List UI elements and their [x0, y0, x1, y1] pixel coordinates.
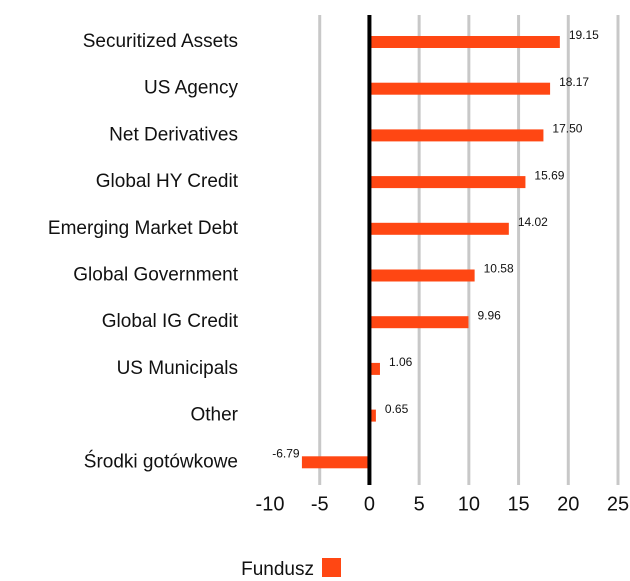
value-label: 14.02: [518, 215, 548, 229]
bar: [301, 456, 370, 469]
legend-label: Fundusz: [241, 559, 314, 580]
category-label: US Municipals: [117, 358, 238, 379]
x-tick-label: -5: [311, 493, 329, 515]
category-label: US Agency: [144, 78, 238, 99]
value-label: 18.17: [559, 75, 589, 89]
category-label: Global HY Credit: [96, 171, 239, 192]
value-label: -6.79: [272, 446, 300, 460]
category-label: Global Government: [73, 265, 238, 286]
value-label: 15.69: [534, 168, 564, 182]
category-label: Net Derivatives: [109, 124, 238, 145]
bar: [369, 129, 544, 142]
value-label: 1.06: [389, 355, 413, 369]
value-label: 0.65: [385, 402, 409, 416]
bar: [369, 36, 560, 48]
x-tick-label: 25: [607, 493, 629, 515]
legend-swatch: [322, 558, 341, 577]
x-tick-label: 10: [458, 493, 480, 515]
value-label: 17.50: [552, 122, 582, 136]
bar: [369, 269, 475, 282]
category-label: Securitized Assets: [83, 31, 238, 52]
x-tick-label: 0: [364, 493, 375, 515]
bar: [369, 362, 380, 375]
bar: [369, 409, 376, 422]
category-label: Global IG Credit: [102, 311, 239, 332]
x-tick-label: 5: [414, 493, 425, 515]
value-label: 10.58: [484, 262, 514, 276]
x-tick-label: -10: [256, 493, 285, 515]
category-label: Środki gotówkowe: [84, 450, 238, 472]
bar: [369, 176, 526, 189]
value-label: 9.96: [477, 308, 501, 322]
category-label: Emerging Market Debt: [48, 218, 239, 239]
category-label: Other: [190, 405, 238, 426]
bar: [369, 82, 551, 95]
bar: [369, 316, 469, 329]
bar: [369, 222, 509, 235]
x-tick-label: 15: [507, 493, 529, 515]
x-tick-label: 20: [557, 493, 579, 515]
value-label: 19.15: [569, 28, 599, 42]
